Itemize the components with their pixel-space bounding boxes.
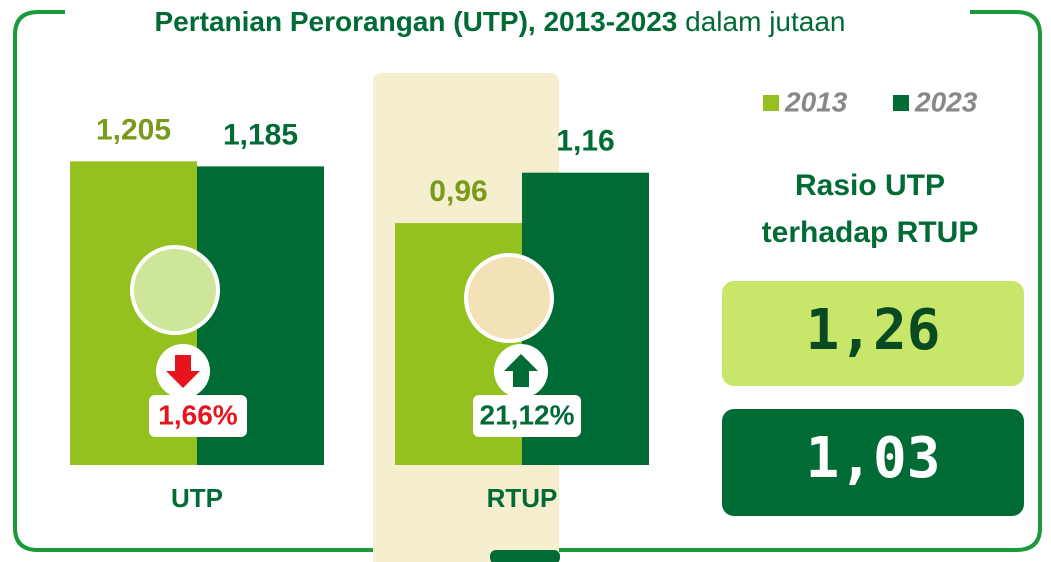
- ratio-value: 1,03: [806, 426, 941, 491]
- ratio-title: Rasio UTP: [795, 169, 945, 202]
- change-label: 21,12%: [480, 399, 575, 430]
- value-label: 1,205: [96, 113, 171, 146]
- change-arrow: [504, 354, 538, 387]
- legend-swatch: [893, 95, 909, 111]
- title-main: Pertanian Perorangan (UTP), 2013-2023: [155, 6, 678, 37]
- ratio-box: [722, 281, 1024, 386]
- ratio-value: 1,26: [806, 298, 941, 363]
- subtitle: dalam jutaan: [685, 6, 845, 37]
- change-box: [473, 395, 581, 437]
- value-label: 1,16: [556, 125, 614, 158]
- panel-tab: [490, 550, 560, 562]
- ratio-title: terhadap RTUP: [762, 216, 979, 249]
- legend-swatch: [763, 95, 779, 111]
- change-box: [149, 395, 247, 437]
- value-label: 1,185: [223, 118, 298, 151]
- title: Pertanian Perorangan (UTP), 2013-2023 da…: [155, 6, 846, 37]
- category-label: RTUP: [487, 483, 558, 513]
- avatar: [464, 253, 554, 343]
- change-label: 1,66%: [158, 399, 237, 430]
- value-label: 0,96: [429, 175, 487, 208]
- avatar: [130, 245, 220, 335]
- category-label: UTP: [171, 483, 223, 513]
- change-arrow: [166, 355, 200, 388]
- legend-label: 2013: [784, 86, 848, 117]
- legend-label: 2023: [914, 86, 978, 117]
- ratio-box: [722, 409, 1024, 516]
- ratio-panel: Rasio UTP terhadap RTUP 1,26 1,03: [722, 169, 1024, 516]
